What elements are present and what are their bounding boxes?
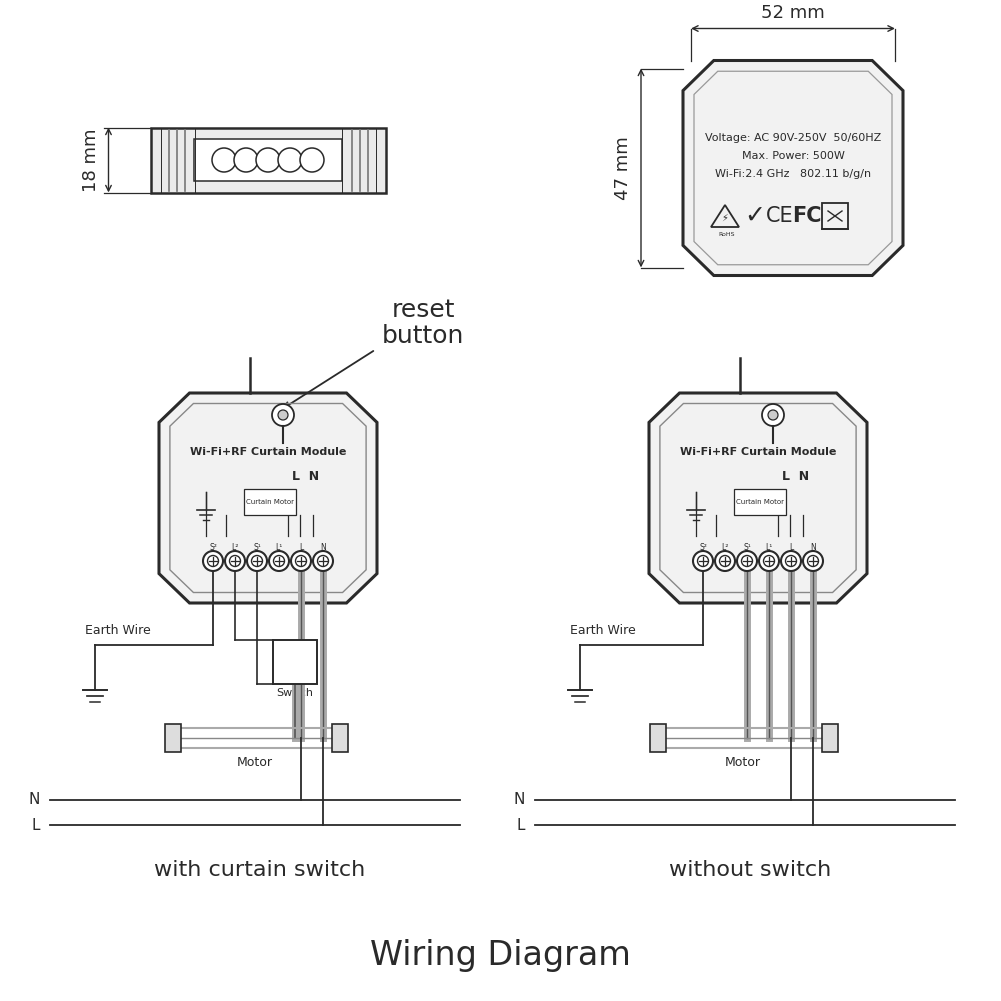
Polygon shape — [649, 393, 867, 603]
Text: L: L — [517, 818, 525, 833]
Text: reset
button: reset button — [381, 298, 464, 348]
Text: L²: L² — [231, 543, 238, 552]
FancyBboxPatch shape — [244, 489, 296, 516]
Circle shape — [269, 551, 289, 571]
Text: Voltage: AC 90V-250V  50/60HZ: Voltage: AC 90V-250V 50/60HZ — [705, 133, 881, 143]
FancyBboxPatch shape — [734, 489, 786, 516]
Circle shape — [313, 551, 333, 571]
FancyBboxPatch shape — [165, 724, 181, 752]
Text: 52 mm: 52 mm — [761, 3, 825, 21]
Circle shape — [768, 410, 778, 420]
Text: N: N — [810, 543, 816, 552]
Text: Curtain Motor: Curtain Motor — [246, 499, 294, 506]
Polygon shape — [159, 393, 377, 603]
Circle shape — [234, 148, 258, 172]
Text: with curtain switch: with curtain switch — [154, 860, 365, 880]
Circle shape — [225, 551, 245, 571]
Text: L: L — [31, 818, 40, 833]
Text: ⚡: ⚡ — [722, 213, 729, 223]
Polygon shape — [683, 60, 903, 275]
Circle shape — [272, 404, 294, 426]
Text: Wiring Diagram: Wiring Diagram — [369, 939, 631, 972]
Text: S²: S² — [209, 543, 217, 552]
Circle shape — [300, 148, 324, 172]
Text: RoHS: RoHS — [719, 231, 736, 236]
Circle shape — [693, 551, 713, 571]
Circle shape — [278, 148, 302, 172]
Text: L  N: L N — [783, 470, 810, 483]
Text: L¹: L¹ — [766, 543, 773, 552]
Text: Wi-Fi+RF Curtain Module: Wi-Fi+RF Curtain Module — [190, 446, 346, 456]
Circle shape — [212, 148, 236, 172]
Circle shape — [737, 551, 757, 571]
Text: 18 mm: 18 mm — [81, 128, 99, 192]
Text: N: N — [514, 793, 525, 808]
Text: N: N — [29, 793, 40, 808]
Text: Wi-Fi:2.4 GHz   802.11 b/g/n: Wi-Fi:2.4 GHz 802.11 b/g/n — [715, 169, 871, 179]
Text: CE: CE — [766, 206, 794, 226]
Text: Motor: Motor — [725, 756, 761, 769]
Text: L  N: L N — [292, 470, 319, 483]
Text: FC: FC — [792, 206, 822, 226]
Circle shape — [781, 551, 801, 571]
FancyBboxPatch shape — [650, 724, 666, 752]
Text: 47 mm: 47 mm — [614, 136, 632, 200]
Circle shape — [759, 551, 779, 571]
FancyBboxPatch shape — [822, 724, 838, 752]
FancyBboxPatch shape — [332, 724, 348, 752]
Text: Motor: Motor — [237, 756, 273, 769]
Text: Curtain Motor: Curtain Motor — [736, 499, 784, 506]
Circle shape — [247, 551, 267, 571]
Circle shape — [256, 148, 280, 172]
Circle shape — [715, 551, 735, 571]
FancyBboxPatch shape — [273, 640, 317, 684]
Text: L²: L² — [722, 543, 729, 552]
Text: Max. Power: 500W: Max. Power: 500W — [742, 151, 845, 161]
FancyBboxPatch shape — [150, 127, 385, 192]
Text: Earth Wire: Earth Wire — [570, 625, 636, 638]
Text: L: L — [789, 543, 793, 552]
Text: Earth Wire: Earth Wire — [85, 625, 151, 638]
Circle shape — [203, 551, 223, 571]
Text: N: N — [320, 543, 326, 552]
Text: L¹: L¹ — [275, 543, 282, 552]
Text: Switch: Switch — [276, 688, 313, 698]
FancyBboxPatch shape — [194, 139, 342, 181]
Text: without switch: without switch — [669, 860, 831, 880]
Circle shape — [762, 404, 784, 426]
Circle shape — [803, 551, 823, 571]
Text: S²: S² — [699, 543, 707, 552]
Text: L: L — [299, 543, 303, 552]
Circle shape — [278, 410, 288, 420]
Text: Wi-Fi+RF Curtain Module: Wi-Fi+RF Curtain Module — [680, 446, 836, 456]
Text: ✓: ✓ — [745, 204, 766, 228]
Text: S¹: S¹ — [743, 543, 751, 552]
Circle shape — [291, 551, 311, 571]
Text: S¹: S¹ — [253, 543, 261, 552]
